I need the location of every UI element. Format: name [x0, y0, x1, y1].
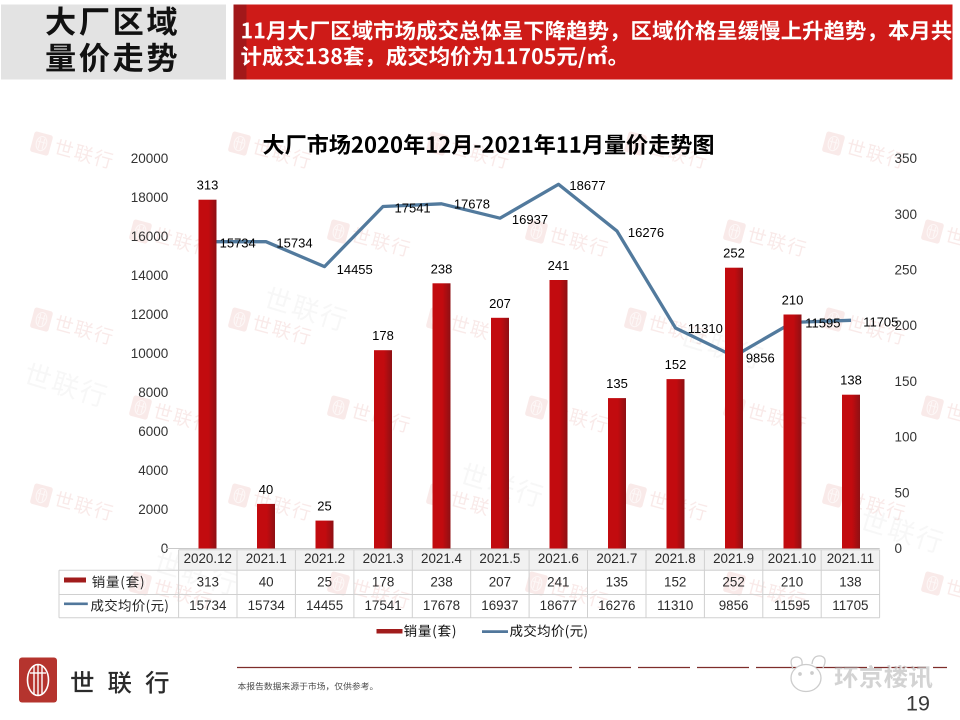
- svg-text:0: 0: [895, 541, 903, 556]
- svg-text:238: 238: [431, 261, 453, 276]
- svg-text:11310: 11310: [688, 321, 723, 336]
- svg-text:10000: 10000: [131, 346, 169, 361]
- svg-text:135: 135: [606, 376, 628, 391]
- svg-text:313: 313: [197, 575, 219, 590]
- svg-text:25: 25: [317, 499, 331, 514]
- svg-text:2021.6: 2021.6: [538, 551, 579, 566]
- svg-text:2021.11: 2021.11: [827, 551, 874, 566]
- svg-text:2021.9: 2021.9: [713, 551, 754, 566]
- svg-text:2021.10: 2021.10: [768, 551, 816, 566]
- svg-text:2021.1: 2021.1: [246, 551, 287, 566]
- svg-text:2000: 2000: [138, 502, 168, 517]
- svg-text:15734: 15734: [276, 235, 312, 250]
- svg-text:2021.8: 2021.8: [655, 551, 696, 566]
- svg-text:12000: 12000: [131, 307, 169, 322]
- svg-text:14455: 14455: [306, 598, 343, 613]
- svg-text:207: 207: [489, 575, 511, 590]
- svg-text:2021.2: 2021.2: [304, 551, 345, 566]
- svg-text:50: 50: [895, 485, 910, 500]
- svg-text:16000: 16000: [131, 229, 169, 244]
- svg-text:241: 241: [548, 258, 570, 273]
- svg-text:14455: 14455: [337, 262, 373, 277]
- svg-text:300: 300: [895, 207, 918, 222]
- svg-text:16276: 16276: [628, 225, 664, 240]
- svg-text:11705: 11705: [863, 315, 898, 330]
- svg-text:14000: 14000: [131, 268, 169, 283]
- svg-text:241: 241: [547, 575, 569, 590]
- svg-text:252: 252: [723, 246, 745, 261]
- svg-text:15734: 15734: [189, 598, 227, 613]
- svg-text:152: 152: [665, 357, 687, 372]
- svg-text:11595: 11595: [805, 316, 840, 331]
- svg-text:11310: 11310: [657, 598, 693, 613]
- svg-text:17678: 17678: [454, 197, 490, 212]
- svg-text:15734: 15734: [248, 598, 286, 613]
- svg-text:178: 178: [372, 575, 394, 590]
- svg-text:135: 135: [606, 575, 628, 590]
- svg-text:0: 0: [161, 541, 169, 556]
- svg-text:8000: 8000: [138, 385, 168, 400]
- svg-text:313: 313: [197, 178, 219, 193]
- svg-text:16937: 16937: [481, 598, 518, 613]
- svg-text:9856: 9856: [719, 598, 749, 613]
- svg-text:11705: 11705: [832, 598, 868, 613]
- svg-text:40: 40: [259, 482, 273, 497]
- svg-text:15734: 15734: [220, 235, 256, 250]
- svg-text:16276: 16276: [598, 598, 635, 613]
- svg-text:17541: 17541: [395, 200, 431, 215]
- svg-text:178: 178: [372, 328, 394, 343]
- svg-text:152: 152: [664, 575, 686, 590]
- svg-text:207: 207: [489, 296, 511, 311]
- svg-text:2021.7: 2021.7: [596, 551, 637, 566]
- svg-text:210: 210: [781, 575, 803, 590]
- svg-text:2021.4: 2021.4: [421, 551, 463, 566]
- svg-text:200: 200: [895, 318, 918, 333]
- svg-text:6000: 6000: [138, 424, 168, 439]
- svg-text:40: 40: [259, 575, 274, 590]
- svg-text:210: 210: [782, 293, 804, 308]
- svg-text:250: 250: [895, 263, 918, 278]
- svg-text:19: 19: [906, 692, 930, 716]
- svg-text:18677: 18677: [540, 598, 577, 613]
- svg-text:100: 100: [895, 430, 918, 445]
- svg-text:11595: 11595: [774, 598, 810, 613]
- svg-text:138: 138: [840, 373, 862, 388]
- svg-text:252: 252: [722, 575, 744, 590]
- svg-text:18000: 18000: [131, 190, 169, 205]
- svg-text:150: 150: [895, 374, 918, 389]
- svg-text:2020.12: 2020.12: [184, 551, 232, 566]
- svg-text:350: 350: [895, 151, 918, 166]
- svg-text:4000: 4000: [138, 463, 168, 478]
- svg-text:2021.3: 2021.3: [363, 551, 404, 566]
- svg-text:138: 138: [839, 575, 861, 590]
- svg-text:25: 25: [317, 575, 332, 590]
- svg-text:20000: 20000: [131, 151, 169, 166]
- svg-text:17678: 17678: [423, 598, 460, 613]
- svg-text:2021.5: 2021.5: [479, 551, 520, 566]
- svg-text:18677: 18677: [569, 178, 605, 193]
- svg-text:9856: 9856: [746, 350, 775, 365]
- svg-text:17541: 17541: [364, 598, 401, 613]
- svg-text:16937: 16937: [512, 212, 548, 227]
- svg-text:238: 238: [430, 575, 452, 590]
